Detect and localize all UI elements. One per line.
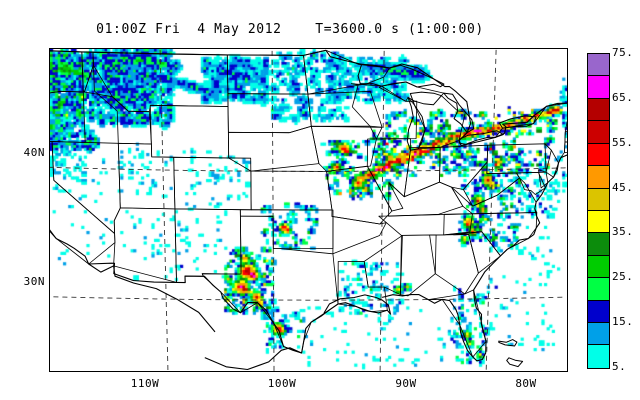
lon-tick-100w: 100W: [267, 377, 297, 390]
lat-tick-40n: 40N: [23, 146, 45, 159]
reflectivity-colorbar: [587, 53, 610, 369]
colorbar-band-60: [588, 98, 609, 122]
colorbar-band-40: [588, 188, 609, 211]
lat-tick-30n: 30N: [23, 275, 45, 288]
colorbar-tick-5: 5.: [612, 360, 627, 373]
colorbar-tick-15: 15.: [612, 315, 634, 329]
geographic-boundaries: [50, 49, 567, 371]
colorbar-band-55: [588, 121, 609, 144]
colorbar-band-45: [588, 166, 609, 189]
colorbar-tick-55: 55.: [612, 135, 634, 149]
colorbar-band-30: [588, 233, 609, 256]
lon-tick-110w: 110W: [130, 377, 160, 390]
colorbar-tick-25: 25.: [612, 270, 634, 284]
colorbar-band-35: [588, 210, 609, 234]
colorbar-band-50: [588, 143, 609, 167]
lon-tick-80w: 80W: [515, 377, 537, 390]
colorbar-band-25: [588, 255, 609, 279]
lon-tick-90w: 90W: [395, 377, 417, 390]
colorbar-band-70: [588, 54, 609, 77]
colorbar-tick-45: 45.: [612, 180, 634, 194]
colorbar-band-15: [588, 300, 609, 324]
colorbar-tick-35: 35.: [612, 225, 634, 239]
colorbar-band-20: [588, 278, 609, 301]
gridlines: [50, 49, 567, 371]
map-overlay-lines: [50, 49, 567, 371]
colorbar-tick-75: 75.: [612, 46, 634, 59]
colorbar-band-5: [588, 345, 609, 368]
figure-title: 01:00Z Fri 4 May 2012 T=3600.0 s (1:00:0…: [96, 22, 484, 37]
colorbar-tick-65: 65.: [612, 90, 634, 104]
colorbar-band-10: [588, 323, 609, 346]
colorbar-band-65: [588, 76, 609, 99]
map-plot-area: [49, 48, 568, 372]
